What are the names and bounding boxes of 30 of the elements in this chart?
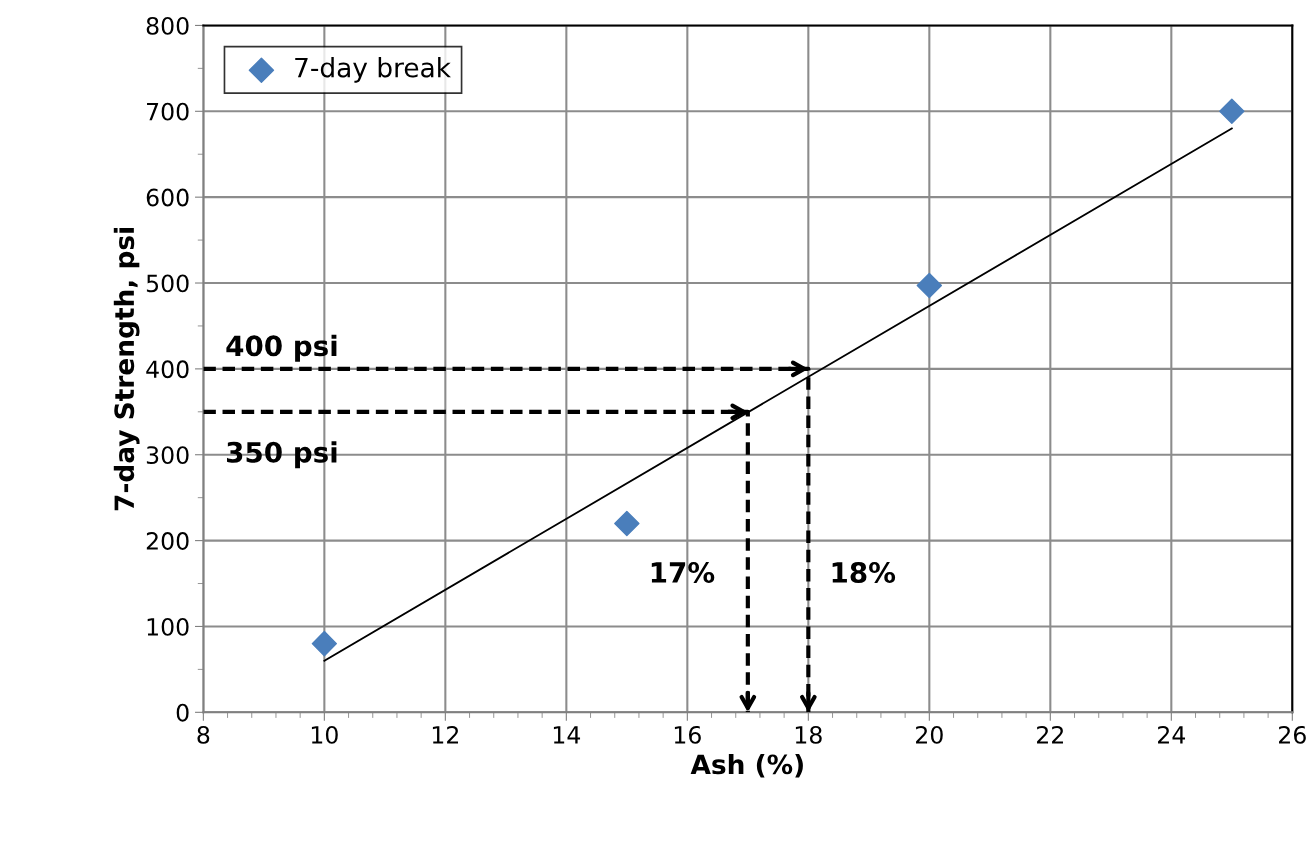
x-tick-label: 12: [432, 725, 459, 744]
point: [311, 630, 338, 657]
x-tick-label: 14: [553, 726, 581, 744]
annotation: 350 psi: [227, 441, 337, 469]
y-tick-label: 100: [147, 617, 189, 636]
y-axis-title: 7-day Strength, psi: [113, 228, 140, 511]
x-tick-label: 22: [1037, 725, 1063, 744]
y-tick-label: 200: [146, 532, 189, 550]
x-tick-label: 20: [916, 725, 943, 744]
point: [614, 510, 640, 537]
y-tick-label: 800: [146, 16, 189, 35]
y-tick-label: 400: [146, 360, 189, 379]
y-tick-label: 600: [146, 188, 189, 207]
x-tick-label: 16: [674, 725, 701, 744]
y-tick-label: 500: [146, 274, 189, 293]
annotation: 18%: [832, 561, 896, 583]
x-tick-label: 8: [197, 725, 210, 744]
x-axis-title: Ash (%): [690, 753, 803, 778]
y-tick-label: 700: [147, 102, 189, 121]
x-tick-label: 24: [1158, 725, 1186, 744]
y-tick-label: 0: [176, 703, 189, 722]
point: [916, 272, 943, 299]
x-tick-label: 26: [1279, 725, 1306, 744]
annotation: 17%: [651, 561, 715, 583]
y-tick-label: 300: [146, 446, 189, 465]
legend-label: 7-day break: [295, 57, 451, 83]
x-tick-label: 10: [311, 725, 338, 744]
x-tick-label: 18: [795, 725, 822, 744]
point: [1219, 98, 1245, 125]
annotation: 400 psi: [226, 334, 337, 362]
